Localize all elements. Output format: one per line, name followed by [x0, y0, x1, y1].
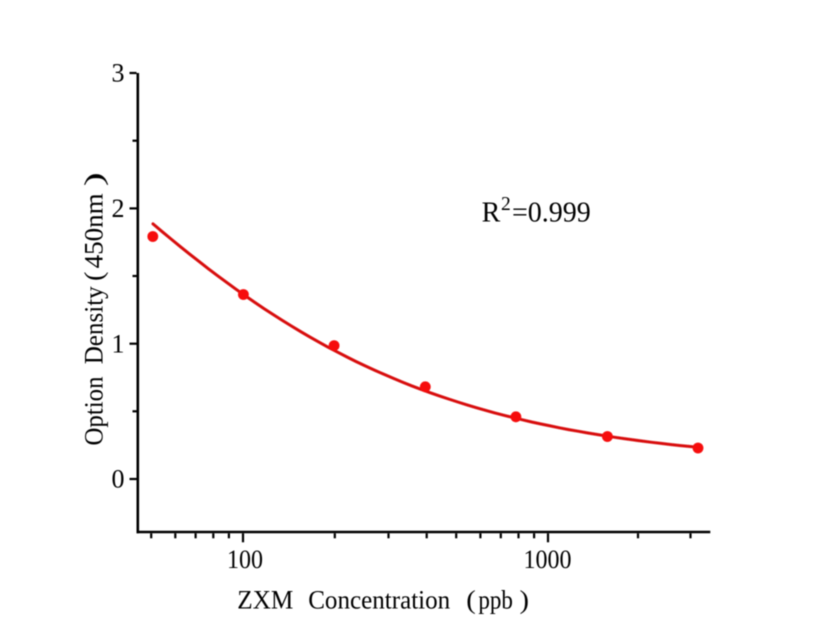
svg-text:1000: 1000	[524, 545, 572, 574]
svg-text:R: R	[482, 198, 501, 229]
svg-text:Density: Density	[80, 286, 109, 364]
svg-text:): )	[520, 586, 530, 615]
svg-text:(: (	[466, 586, 476, 615]
svg-text:Option: Option	[80, 377, 109, 446]
svg-text:100: 100	[227, 545, 263, 574]
svg-text:3: 3	[112, 59, 125, 88]
svg-text:=0.999: =0.999	[512, 198, 591, 229]
svg-text:450nm: 450nm	[80, 193, 109, 268]
svg-text:2: 2	[112, 194, 125, 223]
svg-text:ppb: ppb	[478, 586, 513, 615]
svg-text:1: 1	[112, 330, 125, 359]
svg-text:0: 0	[112, 465, 125, 494]
svg-text:): )	[80, 172, 109, 186]
svg-text:2: 2	[501, 194, 511, 215]
svg-text:ZXM: ZXM	[237, 586, 293, 615]
svg-text:Concentration: Concentration	[308, 586, 450, 615]
svg-text:(: (	[80, 272, 109, 281]
